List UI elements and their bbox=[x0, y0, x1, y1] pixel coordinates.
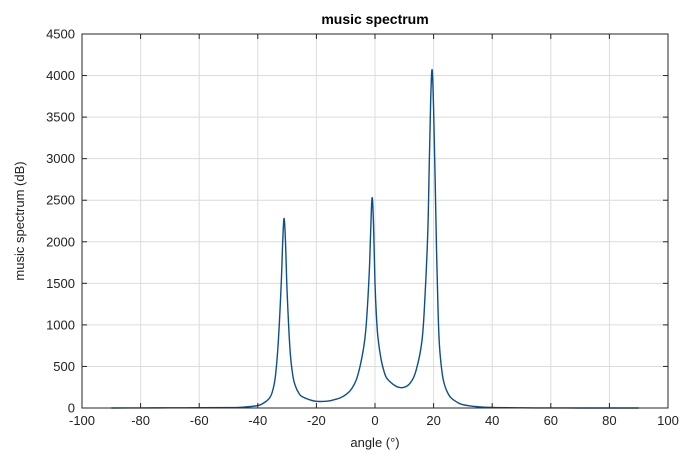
x-axis-title: angle (°) bbox=[350, 435, 399, 450]
y-tick-label: 0 bbox=[68, 401, 75, 416]
x-tick-label: 60 bbox=[544, 413, 558, 428]
x-tick-label: 0 bbox=[371, 413, 378, 428]
chart-title: music spectrum bbox=[321, 11, 428, 27]
x-tick-label: 100 bbox=[657, 413, 679, 428]
y-axis-title: music spectrum (dB) bbox=[12, 161, 27, 280]
x-tick-label: -60 bbox=[190, 413, 209, 428]
y-tick-label: 2500 bbox=[46, 193, 75, 208]
y-tick-label: 500 bbox=[53, 359, 75, 374]
y-tick-label: 1500 bbox=[46, 276, 75, 291]
x-tick-label: -100 bbox=[69, 413, 95, 428]
y-tick-label: 1000 bbox=[46, 317, 75, 332]
plot-frame bbox=[81, 33, 669, 409]
x-tick-label: 20 bbox=[426, 413, 440, 428]
y-tick-label: 3500 bbox=[46, 110, 75, 125]
y-tick-label: 3000 bbox=[46, 151, 75, 166]
x-tick-label: 80 bbox=[602, 413, 616, 428]
series-line-music-spectrum bbox=[111, 69, 639, 409]
y-tick-label: 2000 bbox=[46, 234, 75, 249]
x-tick-label: 40 bbox=[485, 413, 499, 428]
x-tick-label: -80 bbox=[131, 413, 150, 428]
y-tick-label: 4000 bbox=[46, 68, 75, 83]
x-tick-label: -20 bbox=[307, 413, 326, 428]
x-tick-label: -40 bbox=[248, 413, 267, 428]
y-tick-label: 4500 bbox=[46, 27, 75, 42]
tick-labels: -100 -80 -60 -40 -20 0 20 40 60 80 100050010001500… bbox=[46, 27, 679, 429]
